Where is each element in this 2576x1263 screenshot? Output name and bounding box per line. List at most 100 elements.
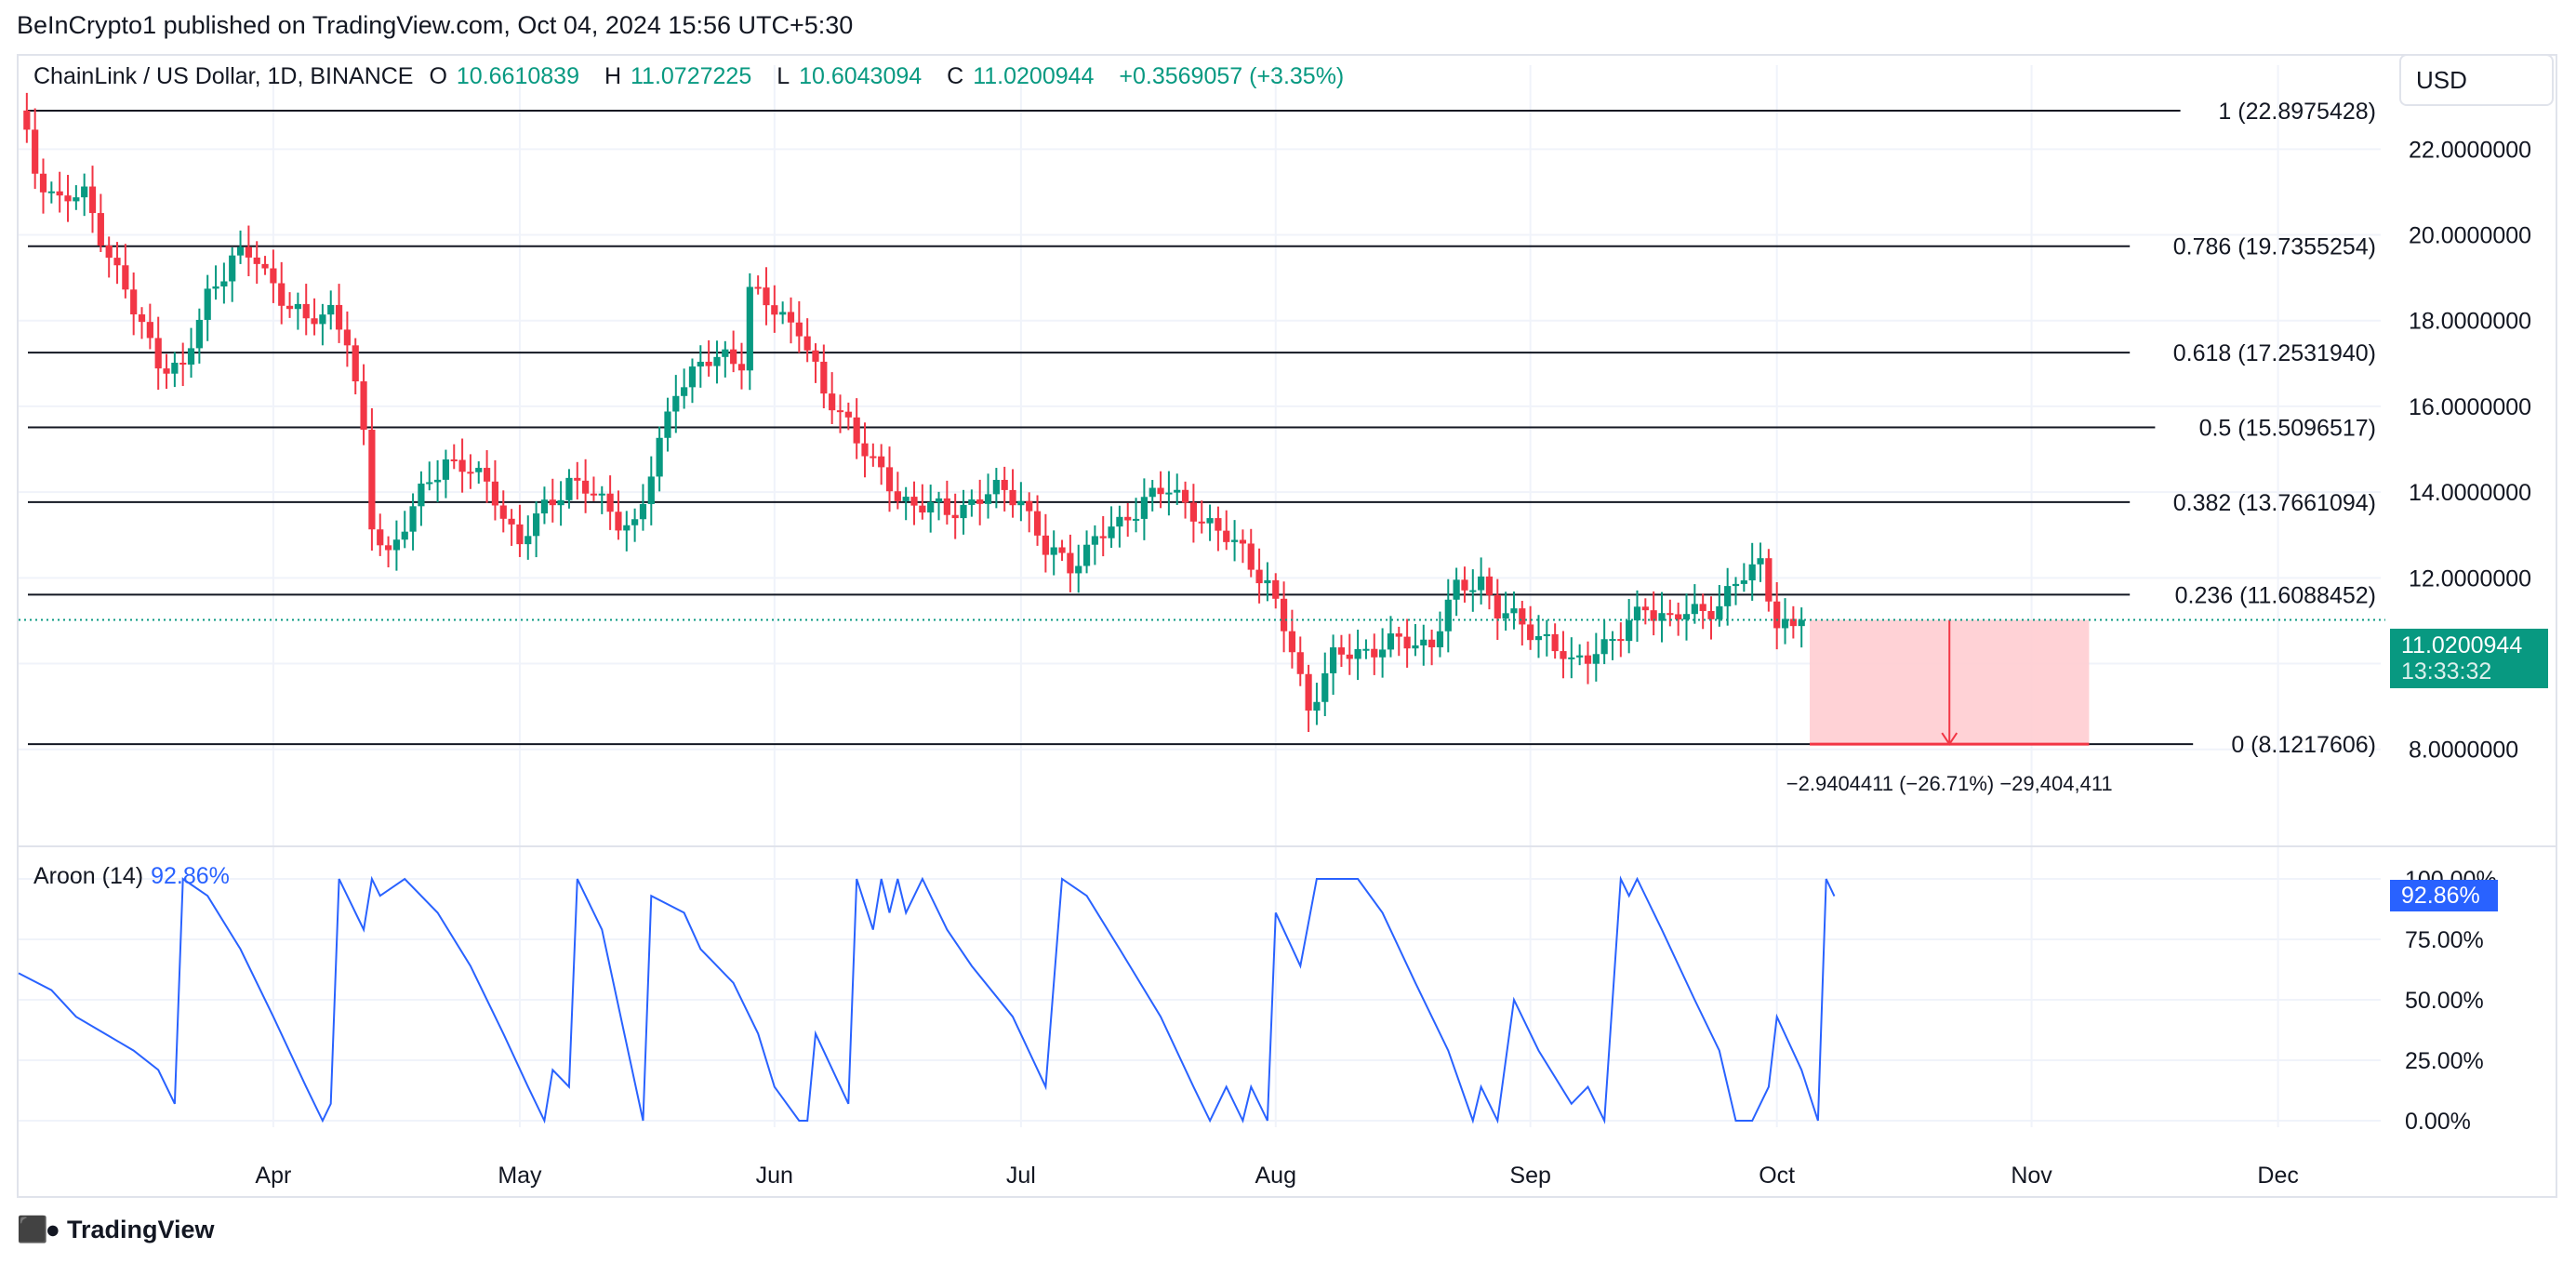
candle-body	[557, 499, 564, 506]
candle-body	[458, 459, 466, 472]
candle-body	[713, 356, 721, 366]
candle-body	[1699, 604, 1706, 611]
time-tick-label: Sep	[1509, 1163, 1550, 1189]
candle-body	[1469, 590, 1477, 592]
candle-body	[606, 493, 614, 512]
candle-body	[302, 303, 310, 319]
tradingview-logo[interactable]: ⬛● TradingView	[17, 1215, 214, 1244]
candle-body	[1337, 647, 1346, 655]
candle-body	[343, 329, 351, 346]
candle-body	[861, 443, 869, 457]
candle-body	[122, 265, 129, 290]
aroon-line	[18, 875, 1836, 1124]
candle-body	[1140, 497, 1148, 519]
candle-body	[1543, 633, 1550, 637]
symbol-legend: ChainLink / US Dollar, 1D, BINANCE O 10.6…	[33, 63, 1353, 90]
candle-body	[1502, 613, 1509, 618]
candle-body	[285, 305, 294, 310]
candle-body	[179, 363, 187, 366]
candle-body	[574, 477, 581, 481]
candle-body	[1453, 579, 1460, 600]
candle-body	[1033, 511, 1042, 536]
fib-level-label: 0.382 (13.7661094)	[2173, 490, 2376, 516]
candle-body	[1403, 636, 1411, 649]
aroon-label: Aroon (14)	[33, 863, 144, 889]
close-value: 11.0200944	[973, 63, 1095, 89]
candle-body	[1001, 479, 1008, 490]
time-tick-label: May	[498, 1163, 542, 1189]
candle-body	[1412, 645, 1419, 649]
candle-body	[229, 255, 236, 282]
candle-body	[1626, 620, 1633, 642]
candle-body	[1215, 518, 1222, 531]
candle-body	[656, 437, 663, 477]
candle-body	[1198, 521, 1205, 524]
candle-body	[352, 345, 359, 382]
currency-button[interactable]: USD	[2399, 54, 2554, 106]
price-tick-label: 12.0000000	[2409, 565, 2531, 592]
candle-body	[697, 361, 704, 367]
candle-body	[360, 381, 367, 431]
candle-body	[401, 531, 408, 540]
candle-body	[688, 366, 697, 388]
candle-body	[746, 286, 753, 371]
candle-body	[1740, 580, 1747, 584]
candle-body	[1042, 535, 1049, 555]
candle-body	[442, 459, 450, 480]
price-tick-label: 20.0000000	[2409, 223, 2531, 249]
candle-body	[1313, 701, 1321, 711]
candle-body	[598, 493, 605, 496]
candle-body	[327, 304, 335, 315]
candle-body	[1387, 633, 1395, 650]
candle-body	[681, 387, 688, 396]
candle-body	[499, 505, 507, 519]
candle-body	[261, 263, 269, 269]
candle-body	[722, 349, 729, 357]
candle-body	[23, 110, 31, 130]
candle-body	[960, 504, 967, 519]
candle-body	[902, 497, 910, 501]
candle-body	[992, 479, 1000, 495]
tradingview-logo-icon: ⬛●	[17, 1216, 60, 1243]
candle-body	[1026, 500, 1033, 512]
candle-body	[1527, 624, 1534, 641]
candle-body	[549, 499, 556, 506]
candle-body	[951, 514, 959, 519]
candle-body	[754, 286, 762, 289]
low-label: L	[777, 63, 790, 89]
candle-body	[64, 195, 72, 202]
candle-body	[1305, 673, 1312, 711]
candle-body	[737, 364, 746, 371]
current-price-tag: 11.0200944 13:33:32	[2390, 629, 2548, 688]
candle-body	[1082, 544, 1091, 566]
fib-level-label: 0.5 (15.5096517)	[2199, 416, 2376, 442]
candle-body	[1592, 654, 1600, 664]
candle-body	[639, 503, 647, 520]
candle-body	[426, 482, 433, 485]
candle-body	[1650, 610, 1657, 621]
candle-body	[1584, 655, 1592, 664]
candle-body	[1707, 610, 1715, 619]
candle-body	[1230, 539, 1239, 542]
candle-body	[910, 497, 918, 506]
candle-body	[1560, 651, 1567, 659]
high-value: 11.0727225	[631, 63, 752, 89]
candle-body	[311, 318, 318, 325]
candle-body	[976, 499, 984, 504]
time-tick-label: Jul	[1006, 1163, 1036, 1189]
candle-body	[820, 361, 828, 394]
time-tick-label: Aug	[1255, 1163, 1296, 1189]
candle-body	[795, 322, 803, 337]
candle-body	[943, 498, 950, 515]
candle-body	[1058, 547, 1066, 553]
candle-body	[647, 476, 655, 504]
candle-body	[1091, 536, 1098, 545]
candle-body	[844, 411, 852, 418]
aroon-tick-label: 75.00%	[2405, 927, 2484, 953]
candle-body	[384, 545, 392, 551]
candle-body	[1420, 639, 1427, 645]
candle-body	[812, 350, 819, 362]
candle-body	[1075, 565, 1082, 574]
candle-body	[146, 322, 153, 339]
